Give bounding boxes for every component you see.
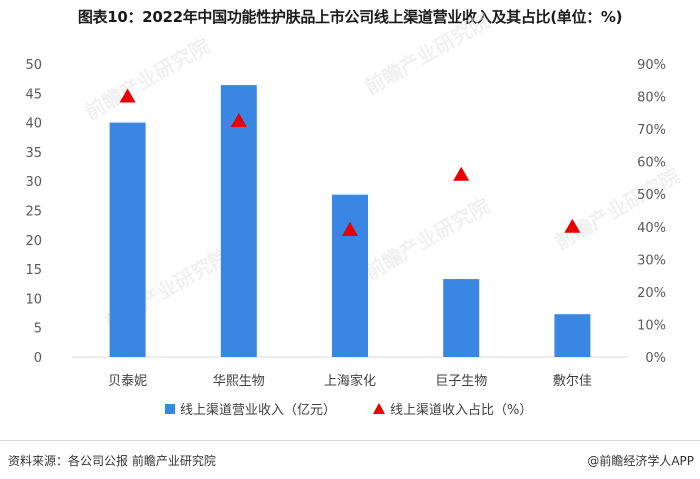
triangle-marker (564, 218, 581, 233)
left-tick-label: 10 (25, 292, 42, 307)
legend-bar-label: 线上渠道营业收入（亿元） (180, 403, 336, 418)
left-tick-label: 15 (25, 263, 42, 278)
category-label: 贝泰妮 (108, 374, 147, 389)
bar (332, 194, 368, 357)
right-tick-label: 70% (637, 123, 666, 138)
triangle-marker (342, 222, 358, 237)
category-label: 敷尔佳 (553, 374, 592, 389)
legend-marker-swatch (373, 403, 385, 414)
category-label: 华熙生物 (213, 374, 265, 389)
triangle-marker (119, 88, 136, 103)
footer-divider (0, 440, 700, 441)
source-note: 资料来源：各公司公报 前瞻产业研究院 (8, 454, 216, 468)
bar (443, 279, 480, 357)
left-tick-label: 30 (25, 175, 42, 190)
right-axis: 0% 10% 20% 30% 40% 50% 60% 70% 80% 90% (637, 58, 666, 366)
right-tick-label: 50% (637, 188, 666, 203)
triangle-marker (230, 112, 247, 127)
bar-series (109, 85, 591, 357)
left-tick-label: 20 (25, 234, 42, 249)
watermark-text: 前瞻产业研究院 (361, 194, 494, 285)
right-tick-label: 10% (637, 318, 666, 333)
category-label: 巨子生物 (435, 374, 487, 389)
right-tick-label: 80% (637, 91, 666, 106)
triangle-marker (453, 166, 470, 181)
right-tick-label: 40% (637, 221, 666, 236)
left-axis: 0 5 10 15 20 25 30 35 40 45 50 (25, 58, 42, 366)
left-tick-label: 50 (25, 58, 42, 73)
right-tick-label: 90% (637, 58, 666, 73)
right-tick-label: 60% (637, 156, 666, 171)
left-tick-label: 5 (34, 322, 42, 337)
left-tick-label: 25 (25, 205, 42, 220)
left-tick-label: 45 (25, 87, 42, 102)
brand-credit: @前瞻经济学人APP (587, 454, 694, 468)
legend-marker-label: 线上渠道收入占比（%） (390, 403, 532, 418)
chart-title: 图表10：2022年中国功能性护肤品上市公司线上渠道营业收入及其占比(单位：%) (77, 8, 623, 26)
bar (554, 314, 591, 357)
category-label: 上海家化 (324, 373, 376, 389)
right-tick-label: 0% (645, 351, 666, 366)
right-tick-label: 30% (637, 253, 666, 268)
bar (220, 85, 257, 357)
left-tick-label: 0 (34, 351, 42, 366)
marker-series (119, 88, 581, 237)
left-tick-label: 35 (25, 146, 42, 161)
watermark-text: 前瞻产业研究院 (551, 164, 684, 255)
legend-bar-swatch (165, 404, 175, 414)
bar (109, 122, 146, 357)
watermark-text: 前瞻产业研究院 (361, 9, 494, 100)
category-labels: 贝泰妮 华熙生物 上海家化 巨子生物 敷尔佳 (108, 373, 592, 389)
legend: 线上渠道营业收入（亿元） 线上渠道收入占比（%） (165, 403, 532, 418)
left-tick-label: 40 (25, 117, 42, 132)
right-tick-label: 20% (637, 286, 666, 301)
watermark-text: 前瞻产业研究院 (81, 34, 214, 125)
